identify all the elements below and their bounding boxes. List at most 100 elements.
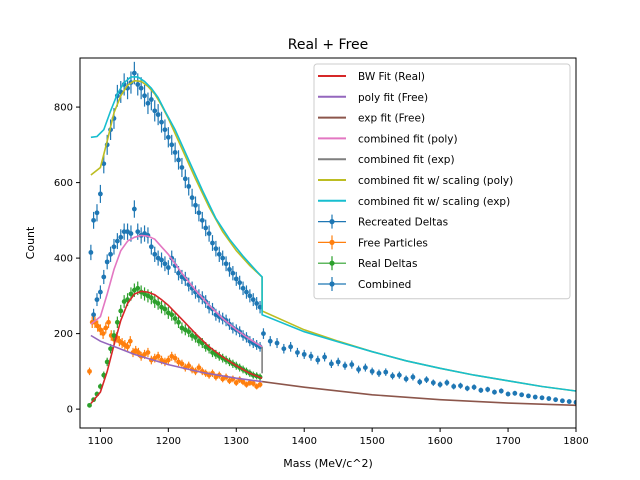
data-point: [97, 289, 103, 295]
data-point: [101, 161, 107, 167]
data-point: [206, 231, 212, 236]
data-point: [101, 274, 107, 280]
x-tick-label: 1500: [359, 436, 384, 447]
data-point: [87, 402, 92, 408]
data-point: [227, 267, 232, 272]
data-point: [172, 149, 178, 155]
data-point: [566, 399, 572, 404]
legend-entry: combined fit (exp): [318, 154, 455, 166]
data-point: [233, 380, 239, 386]
data-point: [342, 363, 348, 369]
data-point: [172, 355, 178, 361]
data-point: [176, 270, 181, 276]
data-point: [257, 304, 263, 310]
x-tick-label: 1400: [291, 436, 316, 447]
data-point: [142, 93, 147, 99]
data-point: [250, 381, 256, 386]
data-point: [237, 280, 243, 286]
data-point: [125, 344, 130, 350]
data-point: [118, 234, 124, 240]
data-point: [131, 206, 137, 212]
data-point: [108, 251, 113, 257]
legend-swatch-point: [329, 281, 335, 287]
data-point: [546, 396, 552, 401]
data-point: [162, 127, 168, 133]
legend-entry: Free Particles: [318, 235, 428, 250]
data-point: [369, 368, 375, 374]
data-point: [97, 191, 103, 197]
data-point: [186, 183, 192, 189]
legend-label: combined fit w/ scaling (exp): [358, 196, 510, 208]
data-point: [145, 350, 151, 355]
data-point: [519, 392, 525, 398]
data-point: [230, 270, 236, 276]
fit-line-6: [90, 76, 576, 392]
x-tick-label: 1300: [224, 436, 249, 447]
data-point: [396, 372, 402, 378]
x-axis: 1100 1200 1300 1400 1500 1600 1700 1800: [88, 428, 589, 447]
data-point: [100, 331, 106, 337]
data-point: [257, 382, 263, 387]
data-point: [176, 157, 181, 163]
data-point: [498, 388, 504, 394]
data-point: [148, 244, 154, 250]
legend-label: combined fit (exp): [358, 154, 455, 166]
legend-box: [313, 63, 571, 300]
data-point: [335, 359, 341, 365]
data-point: [295, 350, 300, 355]
data-point: [94, 297, 100, 303]
data-point: [176, 319, 181, 325]
data-point: [111, 244, 117, 250]
data-point: [223, 261, 229, 267]
x-tick-label: 1700: [495, 436, 520, 447]
data-point: [430, 380, 436, 386]
data-point: [196, 210, 202, 216]
data-point: [162, 261, 168, 267]
data-point: [186, 363, 192, 369]
x-tick-label: 1100: [88, 436, 113, 447]
data-point: [244, 289, 249, 295]
data-point: [573, 399, 576, 405]
data-point: [560, 398, 565, 404]
data-point: [362, 365, 368, 370]
data-point: [114, 319, 120, 325]
data-point: [199, 217, 205, 223]
legend-label: Combined: [358, 279, 411, 291]
x-tick-label: 1600: [427, 436, 452, 447]
data-point: [526, 393, 531, 399]
y-tick-label: 0: [67, 405, 73, 416]
series-3: [88, 61, 576, 405]
data-point: [390, 373, 395, 379]
data-point: [193, 334, 198, 340]
data-point: [179, 165, 185, 170]
data-point: [159, 119, 164, 125]
data-point: [104, 259, 110, 265]
data-point: [464, 385, 470, 391]
data-point: [131, 70, 137, 76]
legend-entry: poly fit (Free): [318, 92, 428, 104]
data-point: [127, 338, 133, 344]
data-point: [532, 394, 538, 400]
data-point: [135, 82, 141, 87]
legend-entry: Recreated Deltas: [318, 214, 448, 229]
data-point: [118, 308, 124, 314]
data-point: [136, 350, 141, 355]
y-axis: 0 200 400 600 800: [54, 103, 80, 416]
data-point: [145, 100, 151, 106]
data-point: [315, 357, 321, 363]
data-point: [247, 293, 253, 299]
legend-entry: combined fit w/ scaling (poly): [318, 175, 513, 187]
legend-label: poly fit (Free): [358, 92, 428, 104]
fit-line-1: [90, 334, 263, 383]
data-point: [165, 357, 171, 363]
data-point: [152, 251, 158, 257]
data-point: [169, 142, 175, 148]
y-tick-label: 600: [54, 178, 73, 189]
legend-entry: Real Deltas: [318, 256, 417, 271]
legend-label: Recreated Deltas: [358, 217, 448, 229]
data-point: [108, 346, 113, 352]
data-point: [220, 255, 226, 261]
data-point: [492, 389, 497, 395]
data-point: [97, 327, 103, 333]
